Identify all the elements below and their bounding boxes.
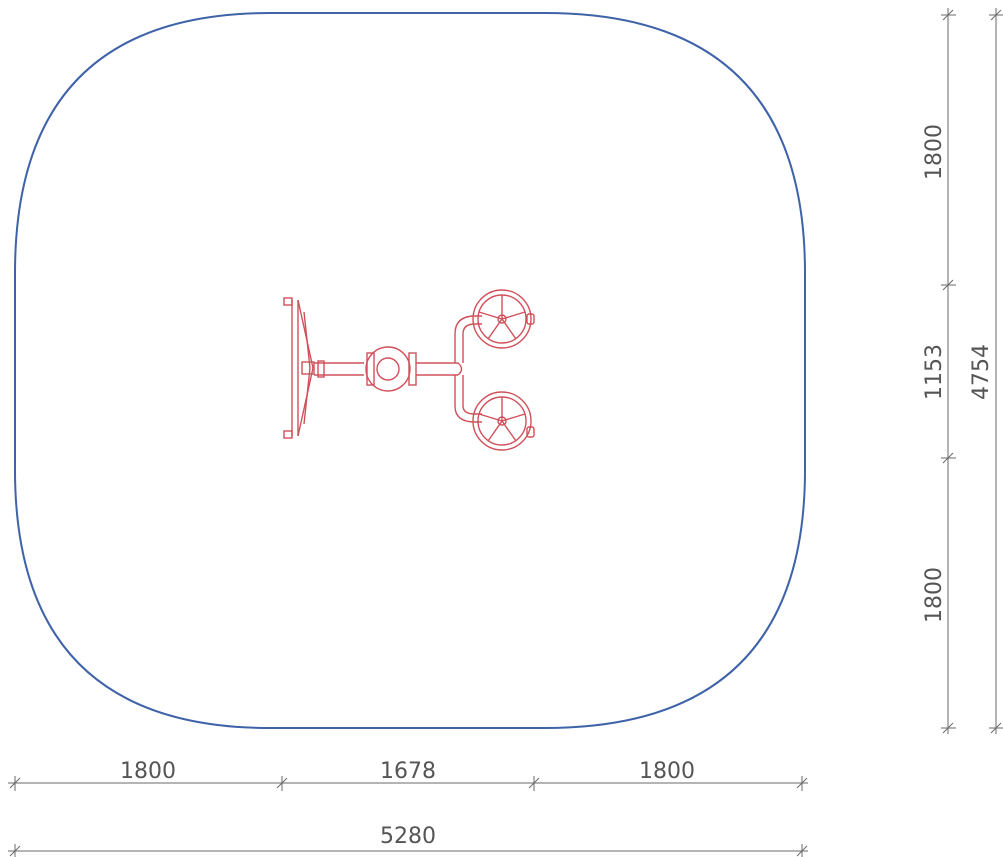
dim-v-segment-2: 1153 (922, 344, 947, 400)
dim-h-total: 5280 (380, 824, 436, 849)
dim-v-segment-1: 1800 (922, 124, 947, 180)
dim-v-total: 4754 (969, 344, 994, 400)
upper-wheel (472, 289, 535, 349)
dim-h-segment-3: 1800 (639, 759, 695, 784)
equipment-center-post (365, 346, 417, 392)
equipment-arm (416, 362, 463, 376)
dim-v-segment-3: 1800 (922, 567, 947, 623)
vertical-dimensions: 1800 1153 1800 4754 (922, 8, 1003, 734)
wheel-exercise-equipment (283, 289, 535, 451)
lower-wheel (472, 391, 535, 451)
equipment-fork (454, 315, 482, 423)
equipment-base-frame (283, 297, 315, 439)
dim-h-segment-2: 1678 (380, 759, 436, 784)
dim-h-segment-1: 1800 (120, 759, 176, 784)
dimension-ticks-horizontal (9, 776, 808, 857)
horizontal-dimensions: 1800 1678 1800 5280 (8, 759, 808, 857)
safety-zone-outline (14, 12, 806, 729)
equipment-crossbar (314, 360, 364, 378)
dimension-ticks-vertical (941, 9, 1003, 734)
